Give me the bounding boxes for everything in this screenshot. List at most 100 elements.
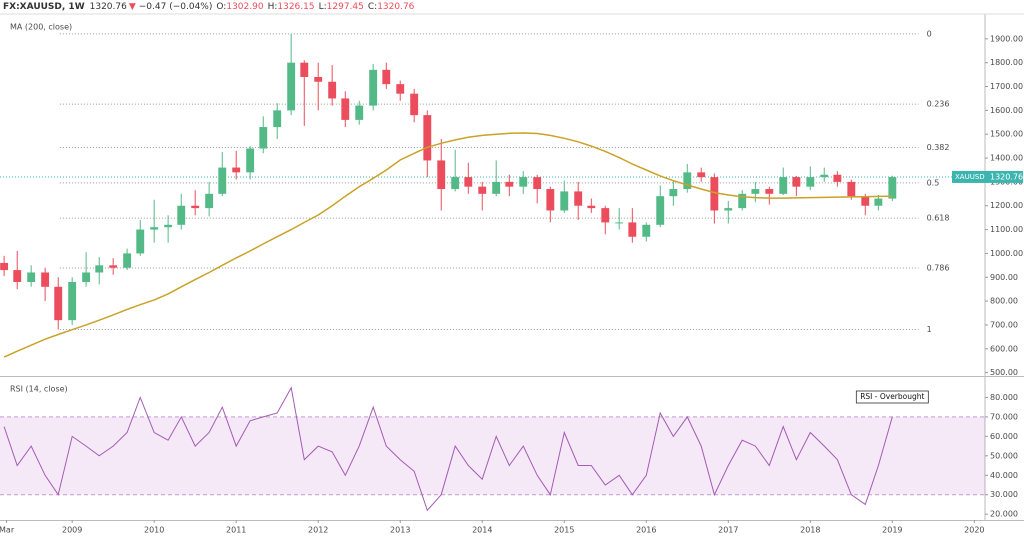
candle-body — [205, 193, 214, 209]
y-tick-label: 800.00 — [990, 297, 1018, 306]
candle-body — [888, 177, 897, 199]
candle-body — [656, 196, 665, 225]
candle-body — [300, 62, 309, 77]
candle-body — [287, 62, 296, 111]
candle-body — [328, 81, 337, 99]
fib-label: 0.236 — [927, 100, 950, 109]
y-tick-label: 1100.00 — [990, 225, 1023, 234]
x-tick-label: 2020 — [964, 526, 984, 535]
x-tick-label: 2016 — [636, 526, 656, 535]
ohlc-value: 1297.45 — [327, 2, 364, 12]
candle-body — [232, 167, 241, 173]
candle-body — [669, 189, 678, 197]
candle-body — [68, 282, 77, 321]
price-tag-box — [952, 170, 1023, 183]
ohlc-label: O: — [216, 2, 226, 12]
annotation-box — [855, 390, 929, 404]
price-tag-label: XAUUSD — [955, 173, 985, 181]
x-tick-label: 2017 — [718, 526, 738, 535]
y-tick-label: 1700.00 — [990, 82, 1023, 91]
indicator-label: MA (200, close) — [10, 23, 72, 32]
y-tick-label: 1600.00 — [990, 106, 1023, 115]
candle-body — [628, 222, 637, 237]
y-tick-label: 40.000 — [990, 471, 1018, 480]
x-tick-label: 2018 — [800, 526, 820, 535]
candle-body — [437, 160, 446, 190]
ohlc-label: C: — [368, 2, 377, 12]
candle-body — [792, 177, 801, 187]
candle-body — [273, 110, 282, 128]
ohlc-value: 1302.90 — [226, 2, 263, 12]
candle-body — [724, 208, 733, 211]
y-tick-label: 30.000 — [990, 490, 1018, 499]
candle-body — [697, 172, 706, 178]
candle-body — [587, 205, 596, 209]
candle-body — [820, 174, 829, 178]
fib-label: 0.5 — [927, 178, 940, 187]
header: FX:XAUUSD, 1W 1320.76 ▼ −0.47 (−0.04%) O:130… — [3, 2, 415, 12]
last-price: 1320.76 — [90, 2, 127, 12]
rsi-line — [3, 386, 893, 512]
candle-body — [259, 127, 268, 149]
candle-body — [533, 177, 542, 190]
candle-body — [246, 148, 255, 173]
candle-body — [751, 189, 760, 194]
rsi-title: RSI (14, close) — [10, 385, 68, 394]
y-tick-label: 50.000 — [990, 451, 1018, 460]
candle-body — [601, 208, 610, 223]
y-tick-label: 700.00 — [990, 320, 1018, 329]
candle-body — [861, 196, 870, 206]
candle-body — [109, 265, 118, 268]
y-tick-label: 1800.00 — [990, 58, 1023, 67]
y-tick-label: 1200.00 — [990, 201, 1023, 210]
candle-body — [738, 193, 747, 209]
x-tick-label: Mar — [0, 526, 15, 535]
candle-body — [874, 198, 883, 206]
candle-body — [505, 181, 514, 187]
x-tick-label: 2013 — [390, 526, 410, 535]
x-tick-label: 2019 — [882, 526, 902, 535]
candle-body — [519, 177, 528, 187]
symbol: FX:XAUUSD, 1W — [3, 2, 85, 12]
x-tick-label: 2010 — [144, 526, 164, 535]
y-tick-label: 80.000 — [990, 393, 1018, 402]
candle-body — [833, 174, 842, 182]
candle-body — [464, 177, 473, 187]
candle-body — [191, 205, 200, 209]
y-tick-label: 900.00 — [990, 273, 1018, 282]
fib-label: 0 — [927, 29, 932, 38]
candle-body — [683, 172, 692, 190]
y-tick-label: 1500.00 — [990, 130, 1023, 139]
candle-body — [150, 227, 159, 230]
price-tag: XAUUSD 1320.76 — [952, 170, 1023, 183]
candle-body — [136, 229, 145, 254]
y-tick-label: 1400.00 — [990, 154, 1023, 163]
candle-body — [0, 262, 9, 271]
candle-body — [27, 272, 36, 283]
candle-body — [41, 272, 50, 287]
candle-body — [410, 93, 419, 116]
ohlc-label: L: — [319, 2, 327, 12]
fib-label: 0.382 — [927, 143, 950, 152]
candle-body — [779, 177, 788, 194]
candle-body — [369, 69, 378, 106]
candle-body — [806, 177, 815, 187]
candle-body — [164, 224, 173, 228]
y-tick-label: 600.00 — [990, 344, 1018, 353]
annotation: RSI - Overbought — [860, 392, 924, 401]
y-tick-label: 1900.00 — [990, 34, 1023, 43]
y-tick-label: 60.000 — [990, 432, 1018, 441]
ma-line — [3, 132, 893, 358]
y-tick-label: 1000.00 — [990, 249, 1023, 258]
change-arrow: ▼ — [129, 2, 136, 12]
candle-body — [710, 177, 719, 211]
candle-body — [451, 177, 460, 190]
change: −0.47 (−0.04%) — [139, 2, 213, 12]
x-tick-label: 2015 — [554, 526, 574, 535]
fib-label: 1 — [927, 325, 932, 334]
price-tag-value: 1320.76 — [990, 172, 1023, 181]
candle-body — [492, 181, 501, 194]
candle-body — [560, 191, 569, 211]
candle-body — [314, 76, 323, 82]
